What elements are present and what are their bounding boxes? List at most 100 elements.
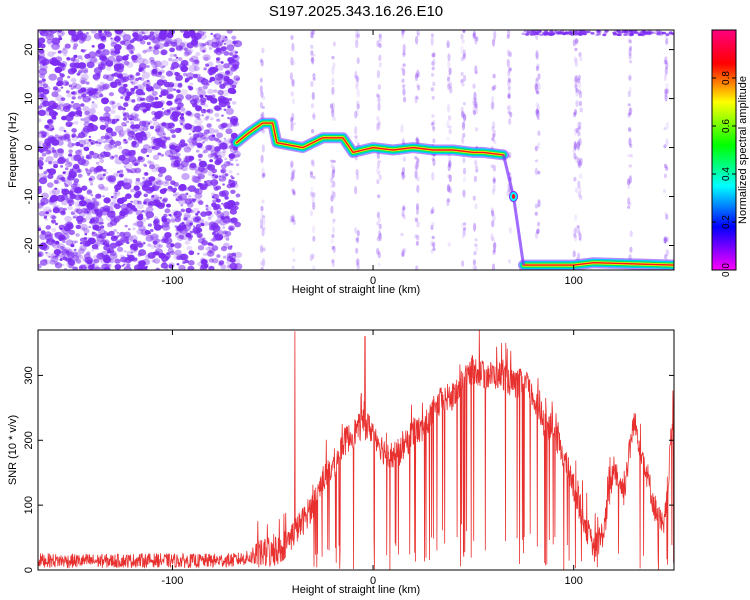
noise-streak (664, 92, 668, 98)
noise-speckle (41, 242, 47, 248)
noise-speckle (54, 262, 63, 269)
noise-speckle (55, 222, 58, 226)
noise-streak (416, 184, 420, 193)
noise-speckle (60, 61, 68, 67)
noise-speckle (174, 217, 181, 223)
noise-streak (310, 191, 314, 197)
noise-speckle (103, 106, 111, 113)
noise-speckle (214, 146, 221, 152)
noise-speckle (214, 112, 220, 118)
noise-speckle (71, 133, 77, 138)
noise-speckle (60, 176, 66, 181)
noise-speckle (172, 39, 178, 44)
noise-streak (261, 228, 265, 237)
noise-speckle (61, 236, 67, 241)
noise-streak (332, 180, 336, 188)
noise-speckle (75, 233, 80, 237)
noise-speckle (652, 31, 657, 34)
noise-speckle (133, 85, 139, 90)
noise-streak (507, 78, 512, 83)
noise-speckle (152, 154, 160, 160)
noise-speckle (53, 206, 59, 211)
noise-speckle (187, 138, 194, 144)
colorbar-tick-label: 0.2 (721, 215, 732, 229)
noise-streak (401, 85, 405, 90)
noise-speckle (149, 228, 154, 233)
noise-streak (430, 87, 434, 92)
noise-streak (628, 201, 632, 207)
noise-speckle (234, 221, 242, 228)
noise-speckle (192, 137, 197, 141)
noise-streak (291, 247, 295, 252)
y-tick-label: 20 (23, 43, 35, 55)
noise-streak (432, 158, 436, 167)
noise-speckle (183, 158, 188, 161)
noise-speckle (176, 163, 185, 170)
noise-speckle (187, 265, 195, 270)
noise-speckle (189, 162, 197, 169)
noise-streak (534, 211, 538, 216)
noise-speckle (188, 86, 194, 90)
noise-streak (572, 228, 576, 237)
noise-speckle (182, 72, 188, 77)
noise-streak (537, 73, 541, 80)
noise-streak (627, 91, 631, 98)
noise-speckle (150, 196, 157, 202)
noise-streak (460, 45, 464, 55)
noise-streak (475, 108, 479, 115)
noise-speckle (48, 198, 57, 206)
noise-speckle (83, 138, 90, 144)
noise-streak (403, 96, 407, 103)
noise-streak (415, 135, 419, 145)
noise-speckle (75, 149, 81, 155)
noise-speckle (222, 216, 231, 224)
noise-streak (291, 98, 295, 105)
noise-speckle (181, 173, 190, 180)
noise-speckle (74, 189, 80, 194)
noise-streak (354, 74, 358, 80)
noise-speckle (122, 34, 132, 41)
noise-speckle (146, 65, 150, 68)
noise-streak (573, 56, 577, 63)
noise-speckle (72, 266, 78, 270)
noise-speckle (219, 214, 224, 218)
noise-speckle (171, 123, 174, 126)
signal-track-band (235, 122, 505, 156)
noise-streak (535, 50, 539, 59)
noise-speckle (46, 238, 55, 246)
noise-speckle (114, 203, 118, 206)
noise-streak (576, 77, 581, 84)
noise-speckle (122, 117, 128, 121)
noise-speckle (192, 225, 196, 228)
noise-speckle (159, 135, 168, 143)
noise-speckle (229, 49, 238, 57)
noise-streak (447, 83, 451, 89)
noise-speckle (131, 54, 138, 61)
noise-speckle (45, 156, 54, 163)
noise-speckle (109, 100, 115, 106)
noise-streak (356, 33, 360, 38)
noise-streak (261, 106, 265, 109)
noise-speckle (48, 73, 57, 81)
noise-speckle (208, 253, 211, 257)
noise-streak (536, 90, 540, 95)
noise-speckle (118, 173, 124, 178)
noise-speckle (137, 267, 142, 270)
noise-speckle (136, 118, 141, 122)
noise-speckle (160, 190, 164, 193)
noise-speckle (94, 91, 103, 99)
noise-speckle (63, 182, 67, 185)
noise-speckle (226, 30, 233, 34)
noise-streak (493, 241, 497, 250)
noise-speckle (45, 251, 48, 254)
noise-streak (415, 73, 419, 79)
noise-speckle (121, 111, 126, 114)
noise-speckle (623, 33, 628, 36)
noise-speckle (106, 199, 110, 202)
noise-speckle (51, 115, 57, 120)
noise-speckle (98, 30, 103, 34)
noise-streak (534, 231, 539, 240)
noise-streak (331, 226, 336, 234)
noise-speckle (161, 122, 167, 127)
noise-streak (536, 228, 540, 235)
